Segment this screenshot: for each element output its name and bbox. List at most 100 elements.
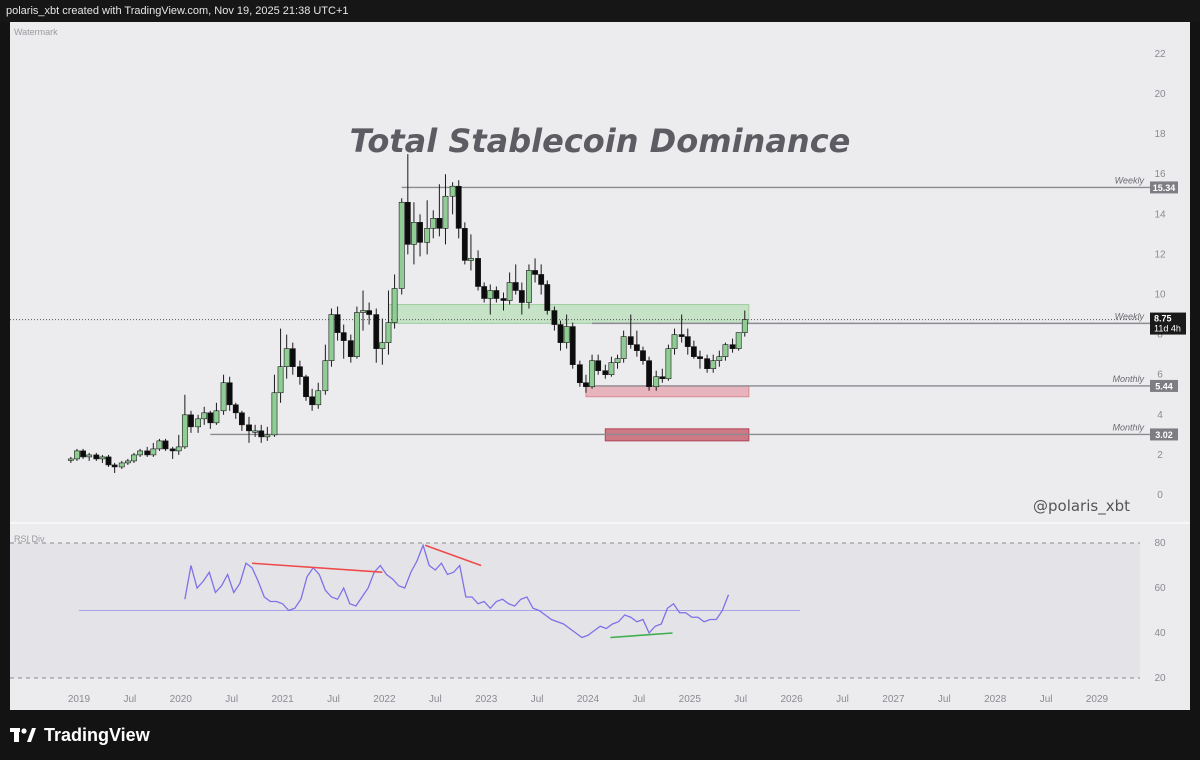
rsi-tick-label: 60 — [1154, 583, 1166, 594]
candle — [551, 306, 558, 331]
candle — [105, 454, 112, 467]
time-tick-label: Jul — [938, 694, 951, 705]
candle — [653, 370, 660, 391]
price-pane — [10, 22, 1190, 522]
candle — [741, 310, 748, 337]
candle — [258, 424, 265, 443]
candle — [86, 452, 93, 461]
candle — [156, 438, 163, 451]
candle — [309, 388, 316, 411]
time-tick-label: 2023 — [475, 694, 498, 705]
time-tick-label: 2028 — [984, 694, 1007, 705]
rsi-tick-label: 80 — [1154, 538, 1166, 549]
rsi-line — [184, 543, 730, 639]
candle — [283, 334, 290, 379]
candle — [360, 290, 366, 331]
candle — [576, 360, 583, 387]
pane-separator — [10, 522, 1190, 524]
candle — [633, 330, 640, 357]
candle — [373, 308, 380, 363]
candle — [620, 330, 627, 363]
rsi-axis: 20 40 60 80 — [1154, 538, 1166, 684]
candle — [544, 280, 551, 315]
tradingview-logo[interactable]: TradingView — [10, 724, 150, 746]
level-badge-text: 3.02 — [1155, 430, 1173, 440]
candle — [207, 410, 214, 429]
level-badge-text: 15.34 — [1153, 183, 1176, 193]
candle — [678, 314, 685, 343]
level-label: Weekly — [1115, 175, 1145, 185]
candle — [93, 452, 100, 461]
time-tick-label: Jul — [836, 694, 849, 705]
candle — [111, 462, 118, 473]
candle — [487, 284, 494, 315]
time-tick-label: 2029 — [1086, 694, 1109, 705]
candle — [366, 302, 373, 325]
candle — [640, 346, 646, 365]
time-tick-label: 2025 — [679, 694, 702, 705]
bullish-divergence-line — [610, 632, 673, 639]
candle — [277, 328, 284, 403]
candle — [704, 354, 711, 373]
candle — [150, 442, 157, 457]
price-tick-label: 4 — [1157, 410, 1163, 421]
candle — [589, 354, 595, 389]
candle — [671, 328, 678, 355]
footer: TradingView — [0, 710, 1200, 760]
candle — [526, 264, 532, 309]
candle — [118, 460, 125, 469]
price-tick-label: 18 — [1154, 129, 1166, 140]
candle — [385, 290, 392, 355]
candle — [461, 222, 468, 265]
candle — [684, 328, 691, 355]
candle — [74, 448, 80, 461]
candle — [608, 356, 615, 377]
candle — [722, 342, 729, 361]
candle — [455, 180, 462, 239]
last-price-text: 8.75 — [1154, 314, 1172, 324]
bearish-divergence-line — [424, 544, 482, 567]
time-axis — [10, 682, 1190, 710]
candle — [404, 154, 411, 255]
candle — [569, 322, 576, 369]
candle — [583, 374, 589, 393]
candle — [271, 374, 278, 437]
candle — [411, 202, 417, 265]
price-tick-label: 0 — [1157, 490, 1163, 501]
candle — [289, 342, 296, 375]
price-tick-label: 6 — [1157, 370, 1163, 381]
candle — [144, 446, 151, 457]
time-tick-label: 2027 — [882, 694, 905, 705]
level-badge — [1150, 181, 1178, 194]
bearish-divergence-line — [252, 562, 383, 574]
candle — [354, 306, 360, 359]
rsi-tick-label: 40 — [1154, 628, 1166, 639]
candle — [716, 350, 723, 367]
candle — [436, 184, 443, 237]
candle — [297, 360, 303, 385]
candle — [475, 250, 481, 291]
chart-area[interactable]: Watermark 0 2 4 6 8 10 12 14 16 18 20 22 Weekly 15.3… — [10, 22, 1190, 710]
chart-title: Total Stablecoin Dominance — [350, 122, 851, 160]
candle — [238, 410, 245, 431]
candle — [391, 274, 398, 329]
rsi-label: RSI Div — [14, 534, 45, 544]
time-tick-label: 2024 — [577, 694, 600, 705]
candle — [80, 448, 86, 459]
candle — [690, 340, 697, 359]
candle — [729, 338, 736, 353]
candle — [442, 174, 449, 245]
author-handle: @polaris_xbt — [1033, 497, 1130, 516]
candle — [264, 426, 271, 441]
candle — [334, 306, 341, 341]
candle — [347, 334, 354, 363]
candle — [602, 364, 609, 379]
candle — [315, 382, 322, 409]
candle — [246, 416, 252, 443]
candle — [195, 414, 202, 433]
time-tick-label: Jul — [124, 694, 137, 705]
level-label: Weekly — [1115, 311, 1145, 321]
candle — [201, 406, 208, 425]
candle — [417, 214, 423, 257]
